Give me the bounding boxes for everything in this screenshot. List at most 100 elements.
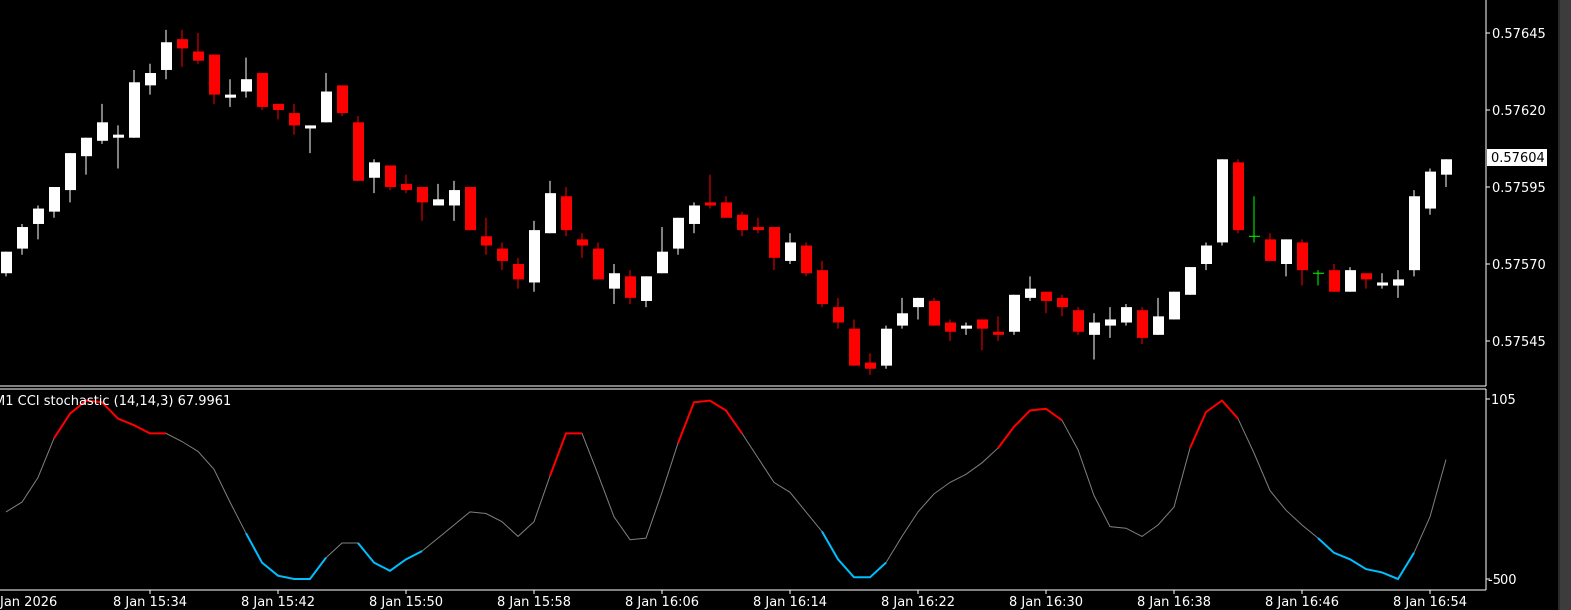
candle (817, 260, 828, 308)
indicator-oversold-segment (1317, 537, 1415, 581)
candle-body (305, 125, 316, 129)
candle-body (865, 362, 876, 369)
candle (417, 187, 428, 221)
candle-body (17, 227, 28, 249)
candle (737, 211, 748, 237)
candle-body (81, 137, 92, 157)
candle (1233, 159, 1244, 234)
candle-body (897, 313, 908, 326)
candle (1057, 294, 1068, 317)
candle (849, 319, 860, 366)
candle-body (1057, 297, 1068, 308)
indicator-axis-top: 105 (1491, 393, 1516, 408)
price-axis: 0.57645 0.57620 0.57595 0.57570 0.57545 (1486, 27, 1546, 350)
time-tick-label: 8 Jan 15:42 (241, 595, 315, 610)
candle (465, 187, 476, 231)
candle (1409, 190, 1420, 277)
indicator-overbought-segment (997, 407, 1063, 449)
candle (865, 353, 876, 375)
candle-body (977, 319, 988, 329)
candle (609, 264, 620, 305)
candle-body (225, 94, 236, 98)
candle-body (1121, 307, 1132, 323)
candle-body (1025, 288, 1036, 298)
candle-body (689, 205, 700, 224)
candle (1345, 267, 1356, 292)
candle (321, 73, 332, 123)
candle-body (497, 248, 508, 261)
candle-body (193, 51, 204, 61)
candle-body (561, 196, 572, 231)
time-tick-label: 8 Jan 16:06 (625, 595, 699, 610)
candle-body (1361, 273, 1372, 280)
candle (177, 29, 188, 67)
candle-body (209, 54, 220, 95)
candle (193, 33, 204, 64)
candle-body (289, 113, 300, 126)
candle-body (241, 79, 252, 92)
indicator-oversold-segment (357, 542, 423, 572)
candle-body (161, 42, 172, 70)
candle (1393, 270, 1404, 298)
candle (1201, 242, 1212, 271)
candle-body (769, 227, 780, 258)
candle-body (113, 134, 124, 138)
candle (433, 183, 444, 206)
candle (1073, 307, 1084, 335)
candle-body (449, 190, 460, 206)
candle-body (705, 202, 716, 206)
candle-body (545, 193, 556, 234)
time-tick-label: 8 Jan 16:46 (1265, 595, 1339, 610)
candle (1121, 304, 1132, 326)
candle-body (929, 300, 940, 326)
candle (369, 159, 380, 194)
candle (769, 227, 780, 271)
candle-body (1329, 270, 1340, 292)
candle (673, 217, 684, 255)
candle (97, 103, 108, 144)
candle (33, 205, 44, 240)
candle (1105, 307, 1116, 338)
candle (1361, 273, 1372, 289)
candle (545, 180, 556, 234)
candle-body (1201, 245, 1212, 264)
candle (833, 297, 844, 329)
candle (305, 125, 316, 154)
candle-body (1409, 196, 1420, 271)
candle (1217, 159, 1228, 246)
candle (1377, 273, 1388, 289)
candle-body (353, 122, 364, 181)
candle (1441, 159, 1452, 187)
time-tick-label: 8 Jan 16:38 (1137, 595, 1211, 610)
candle (1281, 239, 1292, 277)
candle (913, 297, 924, 320)
candle-body (321, 91, 332, 123)
candle (225, 79, 236, 107)
candle-body (945, 322, 956, 332)
time-tick-label: 8 Jan 15:50 (369, 595, 443, 610)
candle-body (65, 153, 76, 191)
candle (657, 227, 668, 274)
candle-body (401, 183, 412, 191)
candle-body (961, 325, 972, 329)
indicator-oversold-segment (245, 532, 327, 580)
candle-body (801, 245, 812, 274)
candle (337, 85, 348, 117)
candle-body (1217, 159, 1228, 243)
candle (977, 319, 988, 351)
candle-body (1089, 322, 1100, 335)
candle (561, 187, 572, 237)
candle-body (1297, 242, 1308, 271)
candle (593, 242, 604, 280)
candle (497, 242, 508, 271)
candle (577, 233, 588, 258)
candle (1297, 239, 1308, 286)
candle (353, 116, 364, 181)
candle (1025, 276, 1036, 301)
candle-body (641, 276, 652, 301)
candle (1185, 267, 1196, 295)
time-tick-label: 8 Jan 16:22 (881, 595, 955, 610)
window-edge-scrollbar[interactable] (1558, 0, 1571, 610)
candle-body (1441, 159, 1452, 175)
